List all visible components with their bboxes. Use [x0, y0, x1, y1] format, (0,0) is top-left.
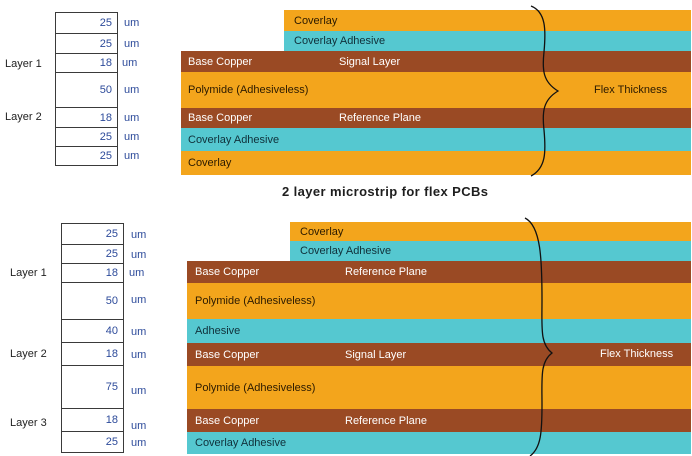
- thickness-cell: 75: [61, 365, 124, 409]
- band-label: Coverlay Adhesive: [188, 133, 280, 146]
- unit-label: um: [131, 419, 147, 432]
- thickness-cell: 18: [55, 53, 118, 73]
- unit-label: um: [122, 56, 138, 69]
- unit-label: um: [124, 17, 140, 29]
- unit-label: um: [131, 228, 147, 241]
- unit-label: um: [124, 83, 140, 96]
- unit-label: um: [131, 348, 147, 361]
- unit-label: um: [124, 149, 140, 162]
- thickness-cell: 50: [55, 72, 118, 108]
- band-label: Polymide (Adhesiveless): [195, 295, 316, 307]
- band-coverlay: Coverlay: [181, 151, 691, 175]
- band-base-copper: Base Copper Reference Plane: [181, 108, 691, 128]
- band-adhesive: Adhesive: [187, 319, 691, 343]
- layer-label: Layer 3: [10, 417, 47, 429]
- band-sublabel: Reference Plane: [345, 414, 427, 427]
- brace-2: [524, 217, 554, 456]
- band-base-copper: Base Copper Signal Layer: [187, 343, 691, 366]
- flex-thickness-label: Flex Thickness: [600, 348, 674, 360]
- band-base-copper: Base Copper Signal Layer: [181, 51, 691, 72]
- band-label: Base Copper: [195, 414, 260, 427]
- band-polymide: Polymide (Adhesiveless): [181, 72, 691, 108]
- band-label: Base Copper: [188, 112, 253, 124]
- layer-label: Layer 1: [10, 267, 47, 279]
- band-sublabel: Reference Plane: [339, 112, 421, 124]
- flex-thickness-label: Flex Thickness: [594, 84, 668, 96]
- unit-label: um: [131, 248, 147, 261]
- thickness-cell: 40: [61, 319, 124, 343]
- band-label: Coverlay Adhesive: [300, 245, 392, 257]
- band-label: Polymide (Adhesiveless): [195, 381, 316, 394]
- band-coverlay-adhesive: Coverlay Adhesive: [284, 31, 691, 51]
- unit-label: um: [131, 384, 147, 397]
- thickness-cell: 25: [55, 146, 118, 166]
- band-coverlay-adhesive: Coverlay Adhesive: [290, 241, 691, 261]
- band-label: Polymide (Adhesiveless): [188, 84, 309, 96]
- layer-label: Layer 1: [5, 58, 42, 70]
- thickness-cell: 25: [55, 33, 118, 54]
- band-base-copper: Base Copper Reference Plane: [187, 261, 691, 283]
- band-sublabel: Signal Layer: [345, 348, 407, 361]
- band-label: Base Copper: [195, 266, 260, 278]
- diagram-caption: 2 layer microstrip for flex PCBs: [282, 184, 489, 199]
- unit-label: um: [131, 293, 147, 306]
- layer-label: Layer 2: [5, 111, 42, 123]
- band-base-copper: Base Copper Reference Plane: [187, 409, 691, 432]
- unit-label: um: [124, 111, 140, 124]
- band-label: Coverlay: [188, 157, 232, 169]
- unit-label: um: [124, 37, 140, 50]
- unit-label: um: [124, 130, 140, 143]
- thickness-cell: 18: [61, 342, 124, 366]
- band-sublabel: Signal Layer: [339, 55, 401, 68]
- thickness-cell: 50: [61, 282, 124, 320]
- unit-label: um: [129, 266, 145, 279]
- thickness-cell: 25: [61, 431, 124, 453]
- band-coverlay: Coverlay: [284, 10, 691, 31]
- band-label: Coverlay: [294, 14, 338, 27]
- band-label: Base Copper: [195, 348, 260, 361]
- band-polymide: Polymide (Adhesiveless): [187, 283, 691, 319]
- band-label: Base Copper: [188, 55, 253, 68]
- band-label: Coverlay: [300, 225, 344, 238]
- band-coverlay-adhesive: Coverlay Adhesive: [181, 128, 691, 151]
- band-polymide: Polymide (Adhesiveless): [187, 366, 691, 409]
- brace-1: [530, 5, 560, 177]
- band-label: Coverlay Adhesive: [294, 35, 386, 47]
- band-coverlay: Coverlay: [290, 222, 691, 241]
- band-sublabel: Reference Plane: [345, 266, 427, 278]
- band-coverlay-adhesive: Coverlay Adhesive: [187, 432, 691, 454]
- thickness-cell: 18: [55, 107, 118, 128]
- band-label: Coverlay Adhesive: [195, 437, 287, 449]
- unit-label: um: [131, 436, 147, 449]
- band-label: Adhesive: [195, 325, 241, 337]
- unit-label: um: [131, 325, 147, 338]
- layer-label: Layer 2: [10, 348, 47, 360]
